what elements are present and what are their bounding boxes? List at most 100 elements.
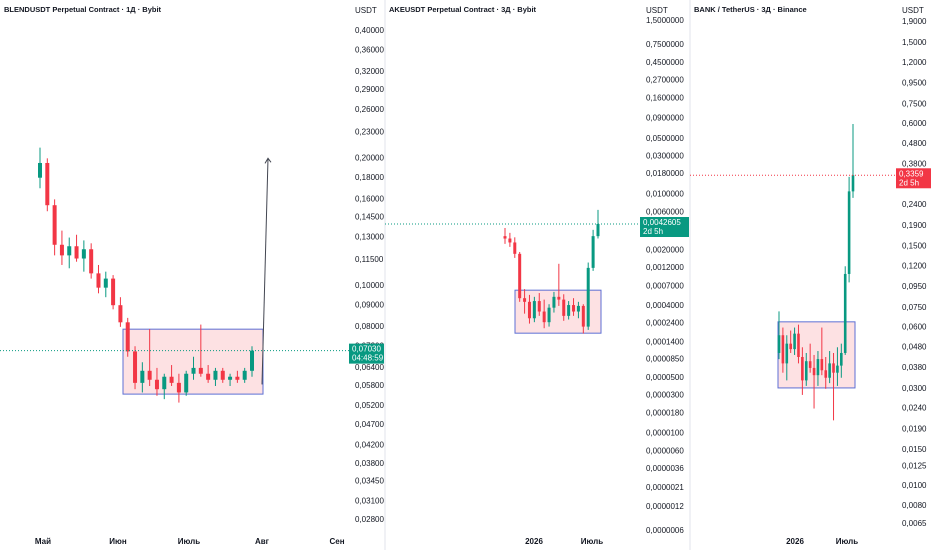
last-price-label: 0,0042605 xyxy=(643,218,681,227)
last-price-label: 0,3359 xyxy=(899,169,924,178)
countdown: 2d 5h xyxy=(899,178,919,187)
y-tick-label: 0,0150 xyxy=(902,445,927,454)
y-tick-label: 0,0240 xyxy=(902,404,927,413)
y-tick-label: 0,06400 xyxy=(355,363,384,372)
candle-body xyxy=(198,367,203,374)
x-tick-label: 2026 xyxy=(525,537,543,546)
candle-body xyxy=(81,249,86,259)
y-tick-label: 0,05200 xyxy=(355,401,384,410)
y-tick-label: 0,4800 xyxy=(902,139,927,148)
y-tick-label: 0,0000021 xyxy=(646,483,684,492)
candle-body xyxy=(206,373,211,380)
candle-body xyxy=(103,278,108,288)
y-tick-label: 1,5000000 xyxy=(646,16,684,25)
y-tick-label: 0,14500 xyxy=(355,213,384,222)
y-tick-label: 0,0000006 xyxy=(646,526,684,535)
y-tick-label: 0,0007000 xyxy=(646,282,684,291)
y-tick-label: 0,0000060 xyxy=(646,446,684,455)
y-tick-label: 0,7500000 xyxy=(646,40,684,49)
y-tick-label: 0,2400 xyxy=(902,200,927,209)
x-tick-label: Июн xyxy=(109,537,127,546)
candle-body xyxy=(59,244,64,256)
candle-body xyxy=(176,382,181,393)
y-tick-label: 0,11500 xyxy=(355,255,384,264)
y-tick-label: 1,9000 xyxy=(902,17,927,26)
candle-body xyxy=(851,175,855,192)
y-tick-label: 0,29000 xyxy=(355,85,384,94)
y-tick-label: 0,0380 xyxy=(902,363,927,372)
candle-body xyxy=(832,363,835,373)
axis-unit: USDT xyxy=(355,6,377,15)
candle-body xyxy=(576,305,580,312)
range-box xyxy=(777,321,856,389)
last-price-label: 0,07030 xyxy=(352,345,381,354)
candle-body xyxy=(840,352,843,366)
last-price-tag xyxy=(349,343,384,364)
y-tick-label: 0,08000 xyxy=(355,322,384,331)
candle-body xyxy=(191,367,196,374)
y-tick-label: 0,1500 xyxy=(902,242,927,251)
y-tick-label: 0,3800 xyxy=(902,159,927,168)
y-tick-label: 0,0065 xyxy=(902,519,927,528)
candle-body xyxy=(133,351,138,383)
countdown: 2d 5h xyxy=(643,227,663,236)
y-tick-label: 0,0000036 xyxy=(646,464,684,473)
y-tick-label: 0,23000 xyxy=(355,128,384,137)
y-tick-label: 0,0100 xyxy=(902,481,927,490)
y-tick-label: 0,32000 xyxy=(355,67,384,76)
x-tick-label: Май xyxy=(35,537,51,546)
y-tick-label: 0,0000850 xyxy=(646,355,684,364)
candle-body xyxy=(527,301,531,319)
y-tick-label: 0,9500 xyxy=(902,78,927,87)
candle-body xyxy=(804,361,808,381)
candle-body xyxy=(808,361,812,368)
y-tick-label: 0,0020000 xyxy=(646,245,684,254)
candle-body xyxy=(235,376,240,380)
arrow-head xyxy=(264,157,272,164)
x-tick-label: Июль xyxy=(836,537,858,546)
y-tick-label: 0,0600 xyxy=(902,323,927,332)
candle-body xyxy=(503,236,507,239)
last-price-tag xyxy=(640,217,689,238)
y-tick-label: 0,18000 xyxy=(355,173,384,182)
candle-body xyxy=(532,301,536,319)
x-tick-label: Июль xyxy=(581,537,603,546)
y-tick-label: 0,03450 xyxy=(355,477,384,486)
y-tick-label: 0,0500000 xyxy=(646,134,684,143)
candle-body xyxy=(220,370,225,380)
candle-body xyxy=(847,191,851,274)
y-tick-label: 0,09000 xyxy=(355,300,384,309)
y-tick-label: 0,20000 xyxy=(355,153,384,162)
y-tick-label: 0,0060000 xyxy=(646,207,684,216)
candle-body xyxy=(118,305,123,323)
candle-body xyxy=(162,376,167,390)
candle-body xyxy=(785,343,789,364)
candle-body xyxy=(537,301,541,312)
candle-body xyxy=(552,296,556,308)
y-tick-label: 0,05800 xyxy=(355,381,384,390)
candle-body xyxy=(67,246,72,256)
range-box xyxy=(122,328,264,395)
candle-body xyxy=(52,205,57,245)
chart-title: BLENDUSDT Perpetual Contract · 1Д · Bybi… xyxy=(4,5,162,14)
candle-body xyxy=(812,367,816,376)
candle-body xyxy=(793,333,796,350)
candle-body xyxy=(513,242,517,254)
candle-body xyxy=(777,335,781,353)
candle-body xyxy=(843,273,847,353)
y-tick-label: 0,0300000 xyxy=(646,152,684,161)
candle-body xyxy=(147,370,152,380)
y-tick-label: 0,03800 xyxy=(355,459,384,468)
candle-body xyxy=(89,249,94,274)
y-tick-label: 0,1600000 xyxy=(646,94,684,103)
y-tick-label: 0,0000300 xyxy=(646,391,684,400)
y-tick-label: 0,0000500 xyxy=(646,373,684,382)
candle-body xyxy=(801,356,804,381)
candle-body xyxy=(45,162,50,206)
candle-body xyxy=(508,238,512,243)
candle-body xyxy=(250,350,254,371)
y-tick-label: 0,7500 xyxy=(902,99,927,108)
y-tick-label: 0,0950 xyxy=(902,282,927,291)
x-tick-label: Авг xyxy=(255,537,270,546)
axis-unit: USDT xyxy=(902,6,924,15)
